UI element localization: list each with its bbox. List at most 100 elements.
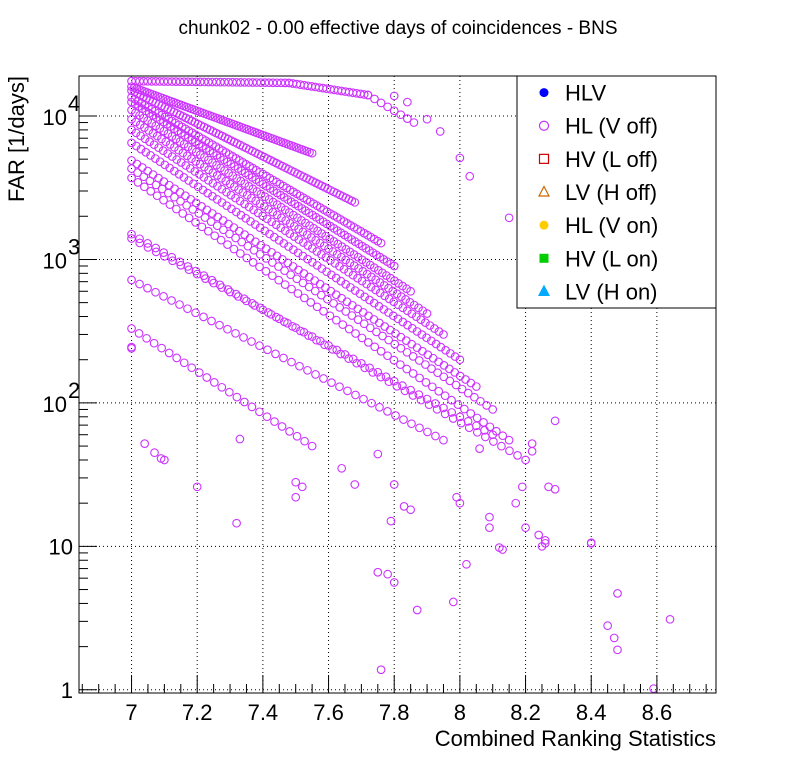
data-point bbox=[145, 137, 154, 147]
data-point bbox=[244, 202, 254, 212]
data-point bbox=[201, 274, 210, 283]
data-point bbox=[223, 324, 232, 334]
data-point bbox=[350, 286, 360, 295]
data-point bbox=[363, 338, 373, 347]
data-point bbox=[401, 295, 410, 304]
data-point bbox=[208, 178, 218, 188]
data-point bbox=[421, 360, 430, 369]
data-point bbox=[341, 255, 351, 265]
data-point bbox=[391, 411, 400, 420]
data-point bbox=[190, 167, 200, 176]
data-point bbox=[603, 621, 612, 631]
data-point bbox=[297, 482, 307, 492]
x-tick-label: 8.2 bbox=[510, 700, 541, 725]
data-point bbox=[270, 417, 279, 426]
data-point bbox=[407, 309, 417, 319]
data-point bbox=[155, 157, 165, 167]
data-point bbox=[127, 125, 136, 135]
data-point bbox=[127, 275, 136, 285]
data-point bbox=[292, 274, 302, 284]
data-point bbox=[131, 128, 141, 138]
data-point bbox=[127, 138, 136, 148]
data-point bbox=[242, 253, 252, 263]
data-point bbox=[212, 171, 222, 180]
data-point bbox=[427, 382, 437, 392]
data-point bbox=[362, 269, 372, 279]
data-point bbox=[448, 414, 458, 423]
data-point bbox=[247, 402, 257, 412]
data-point bbox=[261, 254, 271, 263]
data-point bbox=[131, 117, 141, 127]
data-point bbox=[135, 120, 145, 130]
data-point bbox=[209, 378, 219, 387]
data-point bbox=[427, 364, 436, 373]
data-point bbox=[232, 518, 241, 528]
data-point bbox=[150, 448, 159, 457]
data-point bbox=[389, 376, 399, 386]
data-point bbox=[384, 308, 393, 317]
data-point bbox=[159, 195, 168, 205]
data-point bbox=[370, 94, 379, 104]
data-point bbox=[322, 267, 331, 277]
y-tick-label: 10 bbox=[43, 392, 67, 417]
data-point bbox=[480, 425, 489, 435]
data-point bbox=[167, 296, 176, 305]
x-axis-title: Combined Ranking Statistics bbox=[435, 726, 716, 751]
data-point bbox=[255, 249, 265, 259]
data-point bbox=[212, 221, 222, 231]
data-point bbox=[285, 229, 295, 239]
data-point bbox=[448, 597, 458, 607]
data-point bbox=[323, 294, 332, 304]
data-point bbox=[409, 300, 419, 310]
data-point bbox=[423, 427, 432, 437]
data-point bbox=[521, 455, 530, 465]
data-point bbox=[131, 141, 141, 151]
data-point bbox=[208, 168, 218, 178]
data-point bbox=[170, 192, 179, 202]
data-point bbox=[197, 222, 207, 232]
data-point bbox=[446, 349, 455, 358]
data-point bbox=[286, 270, 296, 280]
data-point bbox=[210, 231, 220, 241]
data-point bbox=[434, 386, 444, 396]
data-point bbox=[383, 351, 392, 361]
data-point bbox=[406, 286, 415, 296]
data-point bbox=[389, 91, 399, 101]
data-point bbox=[302, 230, 312, 239]
data-point bbox=[311, 235, 321, 245]
data-point bbox=[298, 238, 308, 247]
data-point bbox=[466, 409, 476, 418]
data-point bbox=[408, 391, 418, 400]
data-point bbox=[613, 589, 622, 598]
data-point bbox=[459, 404, 469, 414]
data-point bbox=[217, 198, 227, 207]
data-point bbox=[236, 210, 246, 220]
x-tick-label: 8.6 bbox=[642, 700, 673, 725]
data-point bbox=[178, 209, 188, 218]
data-point bbox=[241, 213, 251, 223]
data-point bbox=[298, 227, 308, 237]
data-point bbox=[184, 265, 194, 275]
data-point bbox=[277, 422, 287, 431]
data-point bbox=[649, 684, 658, 693]
data-point bbox=[307, 148, 317, 158]
data-point bbox=[332, 250, 342, 259]
data-point bbox=[475, 444, 484, 453]
data-point bbox=[414, 356, 424, 365]
data-point bbox=[251, 196, 261, 206]
chart-title: chunk02 - 0.00 effective days of coincid… bbox=[178, 18, 617, 39]
data-point bbox=[199, 312, 208, 322]
data-point bbox=[346, 283, 355, 292]
data-point bbox=[362, 279, 371, 289]
data-point bbox=[417, 330, 427, 339]
data-point bbox=[235, 434, 245, 444]
data-point bbox=[439, 403, 448, 413]
data-point bbox=[159, 291, 168, 301]
data-point bbox=[231, 193, 240, 203]
data-point bbox=[521, 523, 530, 533]
data-point bbox=[307, 332, 317, 341]
data-point bbox=[312, 302, 322, 312]
data-point bbox=[217, 382, 227, 392]
data-points bbox=[127, 76, 675, 693]
data-point bbox=[151, 287, 160, 297]
